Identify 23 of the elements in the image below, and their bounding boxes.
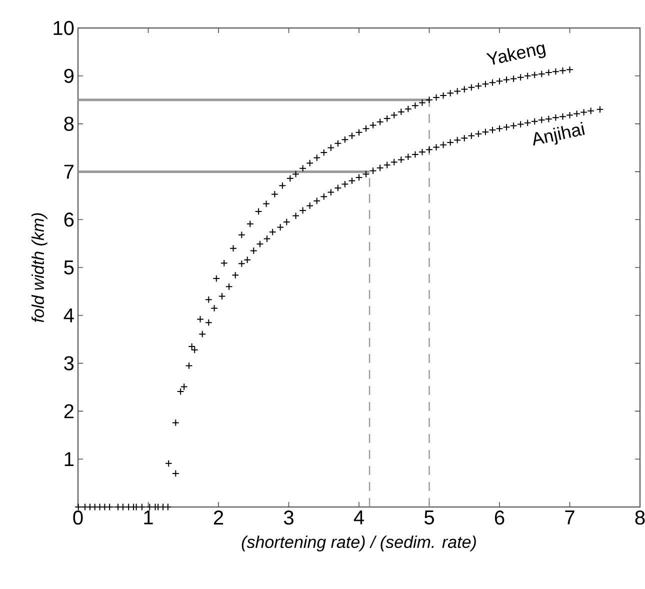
y-axis-title: fold width (km) [32, 213, 48, 322]
y-tick-label: 8 [64, 116, 74, 131]
y-tick-label: 2 [64, 404, 74, 418]
x-tick-label: 8 [635, 510, 645, 525]
x-tick-label: 5 [424, 510, 434, 524]
y-tick-label: 7 [64, 164, 74, 179]
text: Yakeng [486, 44, 546, 65]
y-tick-label: 5 [64, 260, 74, 274]
x-tick-label: 0 [73, 510, 83, 525]
x-tick-label: 6 [494, 510, 504, 525]
x-tick-label: 2 [214, 510, 224, 524]
y-tick-label: 3 [64, 356, 74, 370]
y-tick-label: 9 [64, 68, 74, 83]
text: Anjihai [533, 122, 585, 146]
x-tick-label: 4 [354, 510, 364, 524]
x-tick-label: 7 [565, 510, 574, 524]
x-axis-title: (shortening rate) / (sedim. rate) [242, 536, 476, 552]
y-tick-label: 10 [54, 20, 74, 36]
y-tick-label: 1 [64, 452, 74, 466]
x-tick-label: 1 [144, 510, 153, 524]
y-tick-label: 4 [64, 308, 74, 322]
y-tick-label: 6 [64, 212, 74, 227]
x-tick-label: 3 [284, 510, 294, 525]
